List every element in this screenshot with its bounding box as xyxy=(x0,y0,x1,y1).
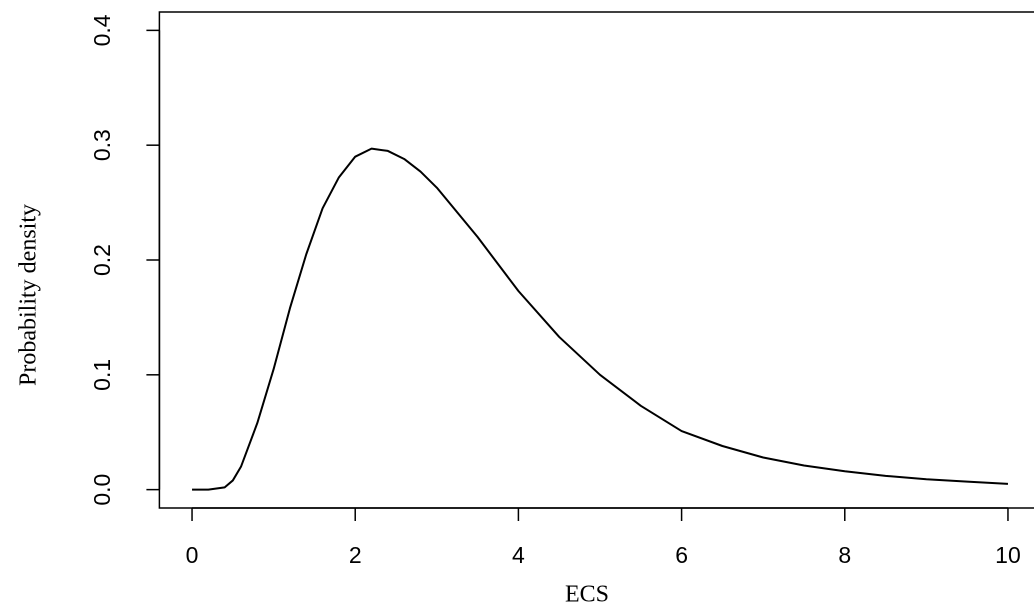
density-line xyxy=(192,147,1009,491)
x-tick-label: 8 xyxy=(838,542,851,568)
x-tick-label: 4 xyxy=(512,542,525,568)
y-axis-title: Probability density xyxy=(16,204,42,386)
y-tick-label: 0.3 xyxy=(89,129,115,161)
y-tick-label: 0.1 xyxy=(89,359,115,391)
x-tick-label: 6 xyxy=(675,542,688,568)
x-tick-label: 2 xyxy=(349,542,362,568)
x-tick-label: 0 xyxy=(186,542,199,568)
x-tick-label: 10 xyxy=(995,542,1021,568)
plot-box xyxy=(158,11,1034,509)
y-tick-label: 0.0 xyxy=(89,474,115,506)
x-axis-title: ECS xyxy=(565,582,609,608)
y-tick-label: 0.4 xyxy=(89,14,115,46)
y-tick-label: 0.2 xyxy=(89,244,115,276)
